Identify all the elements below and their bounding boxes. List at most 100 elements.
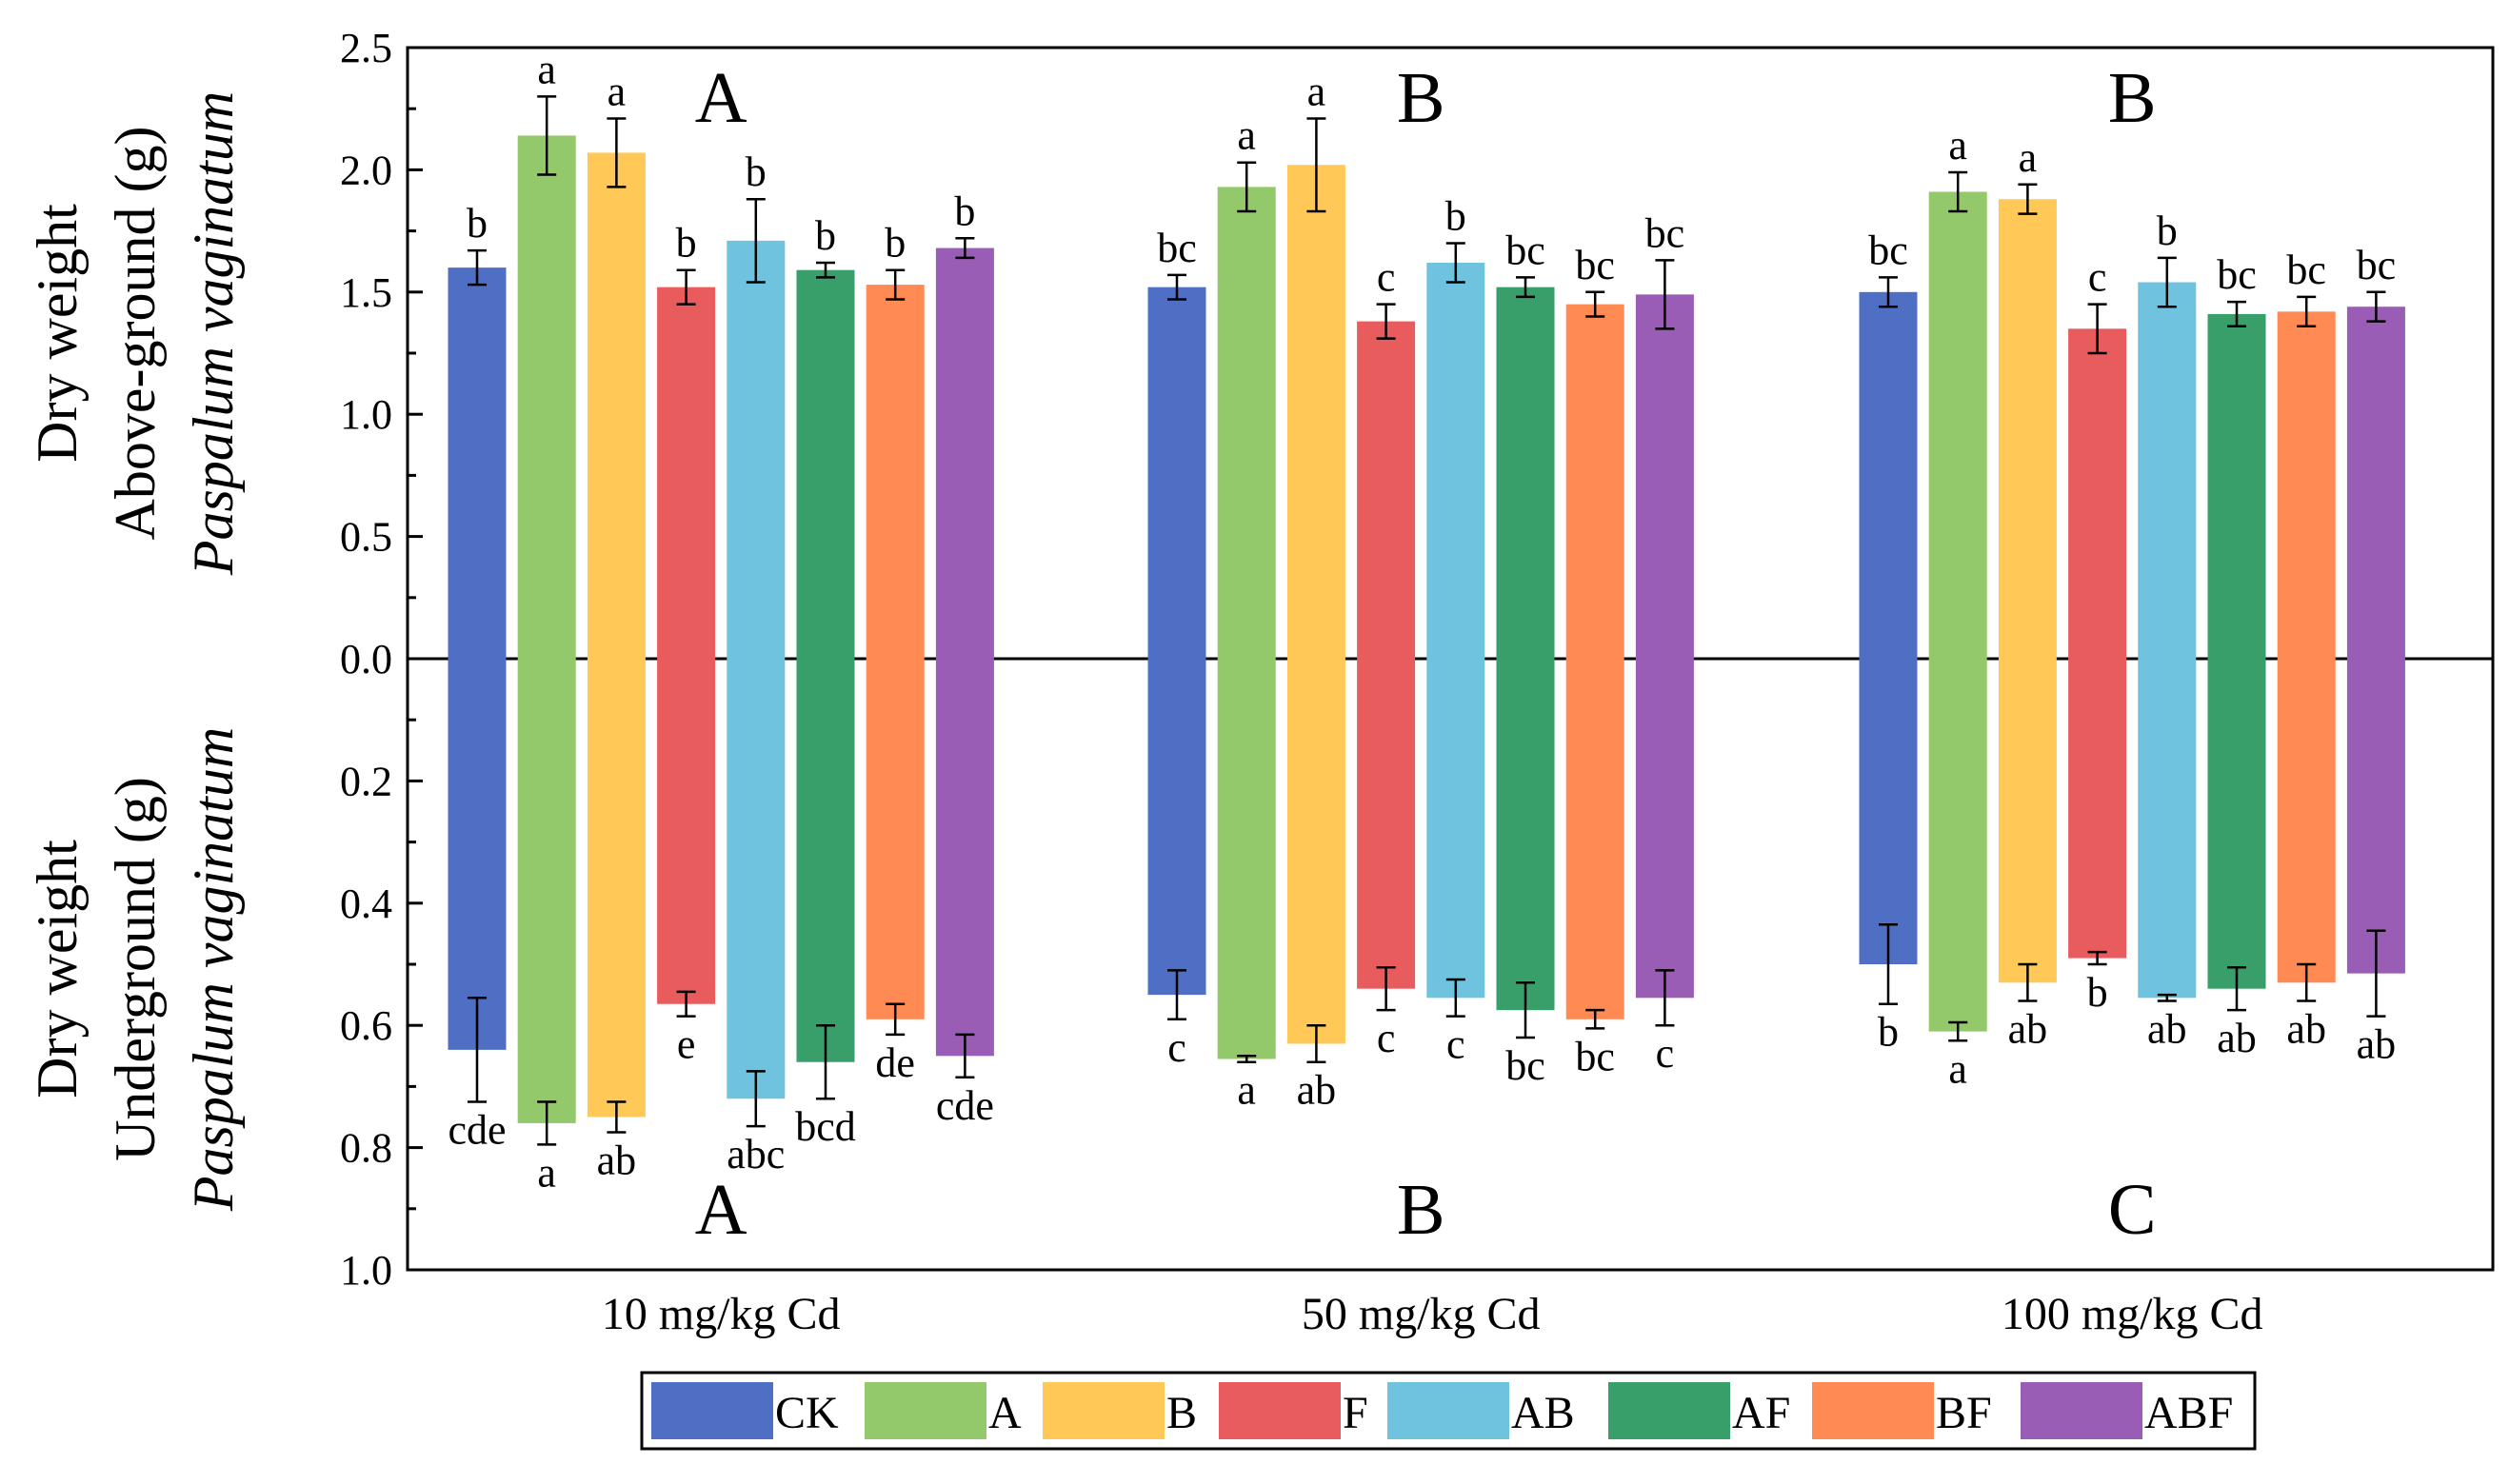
significance-letters: bcdeaaaabbebabcbbcdbdebcdebccaaaabccbcbc… <box>448 46 2396 1196</box>
bar-top-af <box>796 269 855 659</box>
bar-bottom-ck <box>448 659 507 1050</box>
legend-swatch-ck <box>651 1382 773 1439</box>
top-tick-label: 2.0 <box>340 147 392 193</box>
sig-letter-top: a <box>1948 122 1967 168</box>
sig-letter-bottom: c <box>1656 1030 1675 1077</box>
bar-bottom-abf <box>1635 659 1694 999</box>
bar-top-f <box>2068 328 2127 659</box>
bar-bottom-b <box>587 659 646 1118</box>
group-letter-top: B <box>1397 58 1445 138</box>
group-letter-top: A <box>695 58 747 138</box>
group-letter-bottom: B <box>1397 1170 1445 1250</box>
top-ylabel-line-1: Dry weight <box>26 204 89 463</box>
sig-letter-top: bc <box>2357 242 2397 288</box>
legend-label-bf: BF <box>1936 1388 1992 1438</box>
bar-top-f <box>657 287 716 659</box>
legend-label-ab: AB <box>1511 1388 1575 1438</box>
sig-letter-bottom: ab <box>1297 1067 1337 1114</box>
top-ylabel-line-2: Above-ground (g) <box>104 127 167 541</box>
sig-letter-bottom: bc <box>1575 1033 1615 1079</box>
bar-bottom-ab <box>1426 659 1485 999</box>
sig-letter-bottom: cde <box>936 1082 994 1129</box>
sig-letter-bottom: b <box>1878 1009 1899 1056</box>
sig-letter-top: b <box>746 148 767 195</box>
bar-bottom-ab <box>2138 659 2197 999</box>
sig-letter-top: b <box>467 200 488 247</box>
sig-letter-top: a <box>537 46 556 92</box>
category-label: 10 mg/kg Cd <box>602 1289 841 1339</box>
legend-label-f: F <box>1343 1388 1368 1438</box>
bar-top-ck <box>1147 287 1206 659</box>
sig-letter-top: c <box>2088 254 2107 301</box>
bar-top-bf <box>2277 311 2336 659</box>
top-y-axis-label: Dry weight Above-ground (g) Paspalum vag… <box>26 91 245 576</box>
sig-letter-top: b <box>815 212 836 259</box>
category-label: 50 mg/kg Cd <box>1302 1289 1541 1339</box>
legend-swatch-abf <box>2021 1382 2142 1439</box>
legend: CK A B F AB AF BF ABF <box>640 1371 2257 1451</box>
sig-letter-bottom: cde <box>448 1106 506 1153</box>
legend-swatch-b <box>1043 1382 1165 1439</box>
bar-top-a <box>1928 191 1987 659</box>
bar-bottom-abf <box>935 659 994 1057</box>
bar-top-b <box>1286 165 1345 659</box>
sig-letter-bottom: ab <box>597 1138 637 1184</box>
bottom-tick-label: 0.4 <box>340 881 392 927</box>
legend-label-af: AF <box>1732 1388 1790 1438</box>
sig-letter-top: b <box>1445 192 1466 239</box>
bottom-tick-label: 0.2 <box>340 758 392 804</box>
sig-letter-top: a <box>1237 112 1256 159</box>
bar-top-ab <box>1426 262 1485 659</box>
legend-swatch-bf <box>1812 1382 1934 1439</box>
sig-letter-bottom: ab <box>2147 1006 2187 1053</box>
bottom-ylabel-line-2: Underground (g) <box>104 777 167 1161</box>
bar-bottom-a <box>1928 659 1987 1032</box>
sig-letter-top: b <box>885 220 906 267</box>
legend-swatch-af <box>1608 1382 1730 1439</box>
errorbars-layer <box>468 95 2386 1146</box>
bottom-ylabel-line-1: Dry weight <box>26 840 89 1098</box>
sig-letter-top: a <box>1307 68 1326 114</box>
sig-letter-bottom: bc <box>1505 1042 1545 1089</box>
sig-letter-bottom: ab <box>2008 1006 2048 1053</box>
top-tick-label: 0.0 <box>340 636 392 683</box>
bar-top-b <box>1998 199 2057 659</box>
legend-label-abf: ABF <box>2144 1388 2233 1438</box>
top-tick-label: 1.0 <box>340 391 392 438</box>
sig-letter-bottom: c <box>1167 1024 1186 1071</box>
bar-bottom-af <box>2207 659 2266 989</box>
bar-bottom-af <box>796 659 855 1062</box>
group-letter-top: B <box>2108 58 2157 138</box>
legend-swatch-ab <box>1387 1382 1509 1439</box>
bar-bottom-ck <box>1859 659 1918 964</box>
bar-top-ab <box>727 240 786 659</box>
group-letters: A A B B B C <box>695 58 2157 1250</box>
bottom-tick-label: 0.8 <box>340 1125 392 1172</box>
bar-top-a <box>517 135 576 659</box>
bar-top-abf <box>1635 294 1694 659</box>
legend-box <box>640 1371 2257 1451</box>
bar-top-af <box>2207 313 2266 659</box>
bar-bottom-a <box>1217 659 1276 1059</box>
bars-layer <box>448 135 2405 1123</box>
bar-top-f <box>1357 321 1416 659</box>
sig-letter-top: c <box>1377 254 1396 301</box>
sig-letter-bottom: a <box>537 1149 556 1196</box>
legend-swatch-f <box>1219 1382 1341 1439</box>
sig-letter-bottom: de <box>875 1039 915 1086</box>
bar-bottom-b <box>1286 659 1345 1044</box>
sig-letter-bottom: ab <box>2286 1006 2326 1053</box>
sig-letter-top: bc <box>2217 251 2257 298</box>
bar-bottom-bf <box>1565 659 1624 1019</box>
bar-top-ab <box>2138 282 2197 659</box>
sig-letter-bottom: ab <box>2357 1021 2397 1068</box>
bar-bottom-abf <box>2346 659 2405 974</box>
legend-swatch-a <box>865 1382 986 1439</box>
bar-top-af <box>1496 287 1555 659</box>
bar-top-b <box>587 152 646 659</box>
group-letter-bottom: C <box>2108 1170 2157 1250</box>
bar-top-ck <box>1859 291 1918 659</box>
bar-bottom-f <box>1357 659 1416 989</box>
sig-letter-bottom: a <box>1237 1067 1256 1114</box>
